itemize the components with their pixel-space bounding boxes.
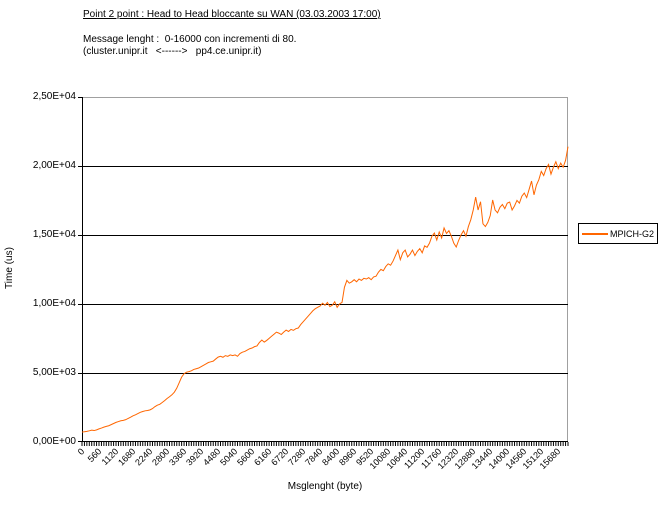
- x-axis-title: Msglenght (byte): [287, 481, 363, 492]
- legend: MPICH-G2: [578, 223, 658, 244]
- y-tick-label: 5,00E+03: [32, 367, 76, 378]
- y-tick-label: 1,00E+04: [32, 298, 76, 309]
- data-polyline: [81, 146, 569, 433]
- legend-series-label: MPICH-G2: [610, 228, 655, 239]
- chart-title: Point 2 point : Head to Head bloccante s…: [83, 9, 381, 20]
- legend-line-marker: [582, 232, 608, 235]
- chart-subtitle-line2: (cluster.unipr.it <------> pp4.ce.unipr.…: [83, 46, 262, 57]
- y-tick-label: 2,00E+04: [32, 160, 76, 171]
- plot-svg: [78, 97, 569, 446]
- y-tick-label: 2,50E+04: [32, 91, 76, 102]
- y-tick-label: 1,50E+04: [32, 229, 76, 240]
- y-axis-title: Time (us): [4, 247, 15, 289]
- chart-subtitle-line1: Message lenght : 0-16000 con incrementi …: [83, 34, 297, 45]
- y-tick-label: 0,00E+00: [32, 436, 76, 447]
